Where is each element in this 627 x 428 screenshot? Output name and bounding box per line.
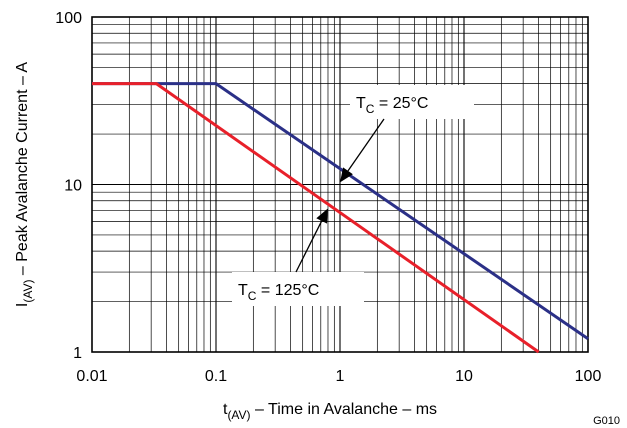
- x-tick-labels: 0.01 0.1 1 10 100: [76, 368, 601, 385]
- y-axis-label-sub: (AV): [21, 280, 35, 303]
- y-tick-label: 1: [73, 345, 82, 362]
- annotation-text: TC = 125°C: [238, 282, 319, 303]
- x-axis-label-sub: (AV): [227, 408, 250, 422]
- y-tick-label: 10: [64, 178, 82, 195]
- series-line-2: [92, 82, 540, 354]
- x-tick-label: 0.01: [76, 368, 107, 385]
- annotation-arrow-head: [340, 167, 353, 183]
- x-tick-label: 0.1: [205, 368, 227, 385]
- annotation-text-rest: = 25°C: [374, 95, 428, 112]
- annotation-text-main: T: [356, 95, 366, 112]
- annotation-arrow-shaft: [295, 220, 323, 273]
- x-axis-label-rest: – Time in Avalanche – ms: [251, 401, 437, 418]
- annotation-box: [350, 85, 474, 119]
- x-tick-label: 1: [336, 368, 345, 385]
- annotation-box: [232, 272, 364, 306]
- x-axis-label: t(AV) – Time in Avalanche – ms: [223, 401, 437, 422]
- annotation-text-rest: = 125°C: [256, 282, 319, 299]
- annotation-arrow-shaft: [347, 118, 385, 172]
- x-tick-label: 10: [455, 368, 473, 385]
- y-axis-label: I(AV) – Peak Avalanche Current – A: [14, 62, 35, 308]
- annotation-text-sub: C: [366, 102, 375, 116]
- annotation-arrow-head: [316, 208, 328, 224]
- y-axis-label-main: I: [14, 303, 31, 307]
- y-axis-label-rest: – Peak Avalanche Current – A: [14, 62, 31, 280]
- figure-code: G010: [593, 415, 620, 427]
- annotation-text: TC = 25°C: [356, 95, 428, 116]
- y-tick-labels: 1 10 100: [55, 10, 82, 362]
- annotation-text-main: T: [238, 282, 248, 299]
- annotation-2: TC = 125°C: [232, 208, 364, 306]
- annotation-1: TC = 25°C: [340, 85, 474, 183]
- plot-frame: [91, 16, 589, 353]
- annotation-layer: TC = 25°CTC = 125°C: [232, 85, 474, 306]
- annotation-text-sub: C: [248, 289, 257, 303]
- y-tick-label: 100: [55, 10, 82, 27]
- series-layer: [92, 82, 589, 354]
- x-tick-label: 100: [575, 368, 602, 385]
- x-axis-label-main: t: [223, 401, 228, 418]
